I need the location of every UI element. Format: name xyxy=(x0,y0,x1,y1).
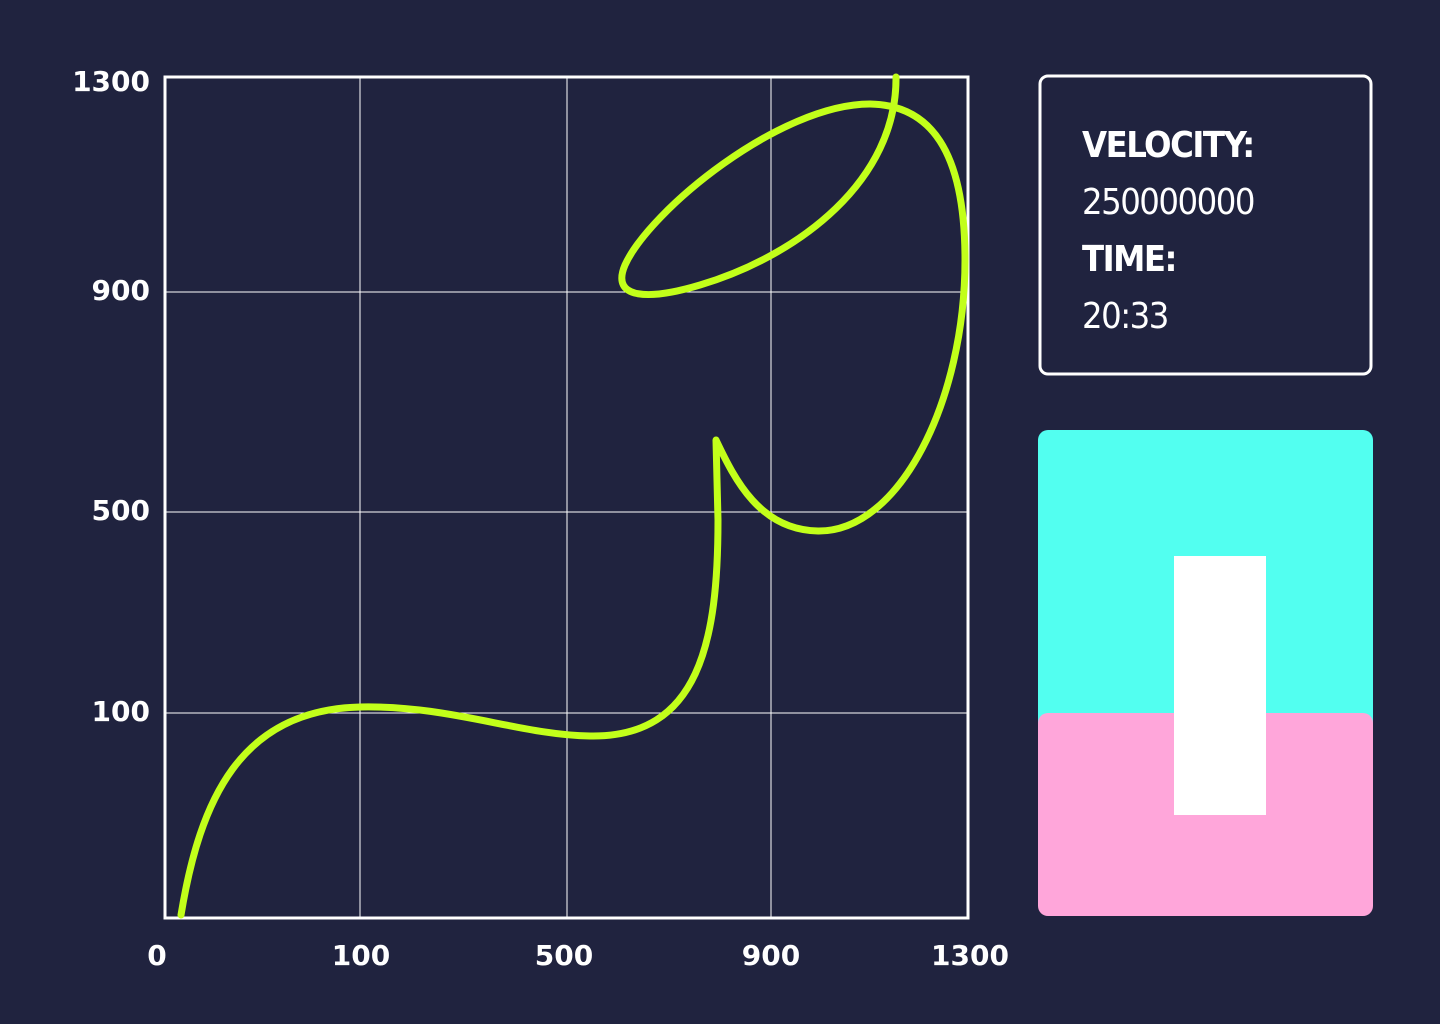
curve xyxy=(177,73,969,919)
y-tick-label: 900 xyxy=(92,274,150,307)
x-tick-label: 500 xyxy=(535,939,593,972)
info-panel: VELOCITY: 250000000 TIME: 20:33 xyxy=(1038,74,1373,376)
x-labels: 0 100 500 900 1300 xyxy=(147,939,1009,972)
plot-frame xyxy=(163,75,970,920)
gauge xyxy=(1038,430,1373,916)
panel-frame xyxy=(1038,74,1373,376)
y-tick-label: 500 xyxy=(92,494,150,527)
x-tick-label: 100 xyxy=(332,939,390,972)
velocity-label: VELOCITY: xyxy=(1082,125,1254,166)
plot: 1300 900 500 100 0 100 500 900 1300 xyxy=(72,65,1009,972)
x-tick-label: 1300 xyxy=(931,939,1009,972)
x-tick-label: 0 xyxy=(147,939,166,972)
y-labels: 1300 900 500 100 xyxy=(72,65,150,728)
y-tick-label: 1300 xyxy=(72,65,150,98)
time-value: 20:33 xyxy=(1082,296,1168,337)
y-tick-label: 100 xyxy=(92,695,150,728)
time-label: TIME: xyxy=(1082,239,1176,280)
velocity-value: 250000000 xyxy=(1082,182,1254,223)
gauge-indicator xyxy=(1174,556,1266,815)
x-tick-label: 900 xyxy=(742,939,800,972)
grid xyxy=(165,77,968,918)
